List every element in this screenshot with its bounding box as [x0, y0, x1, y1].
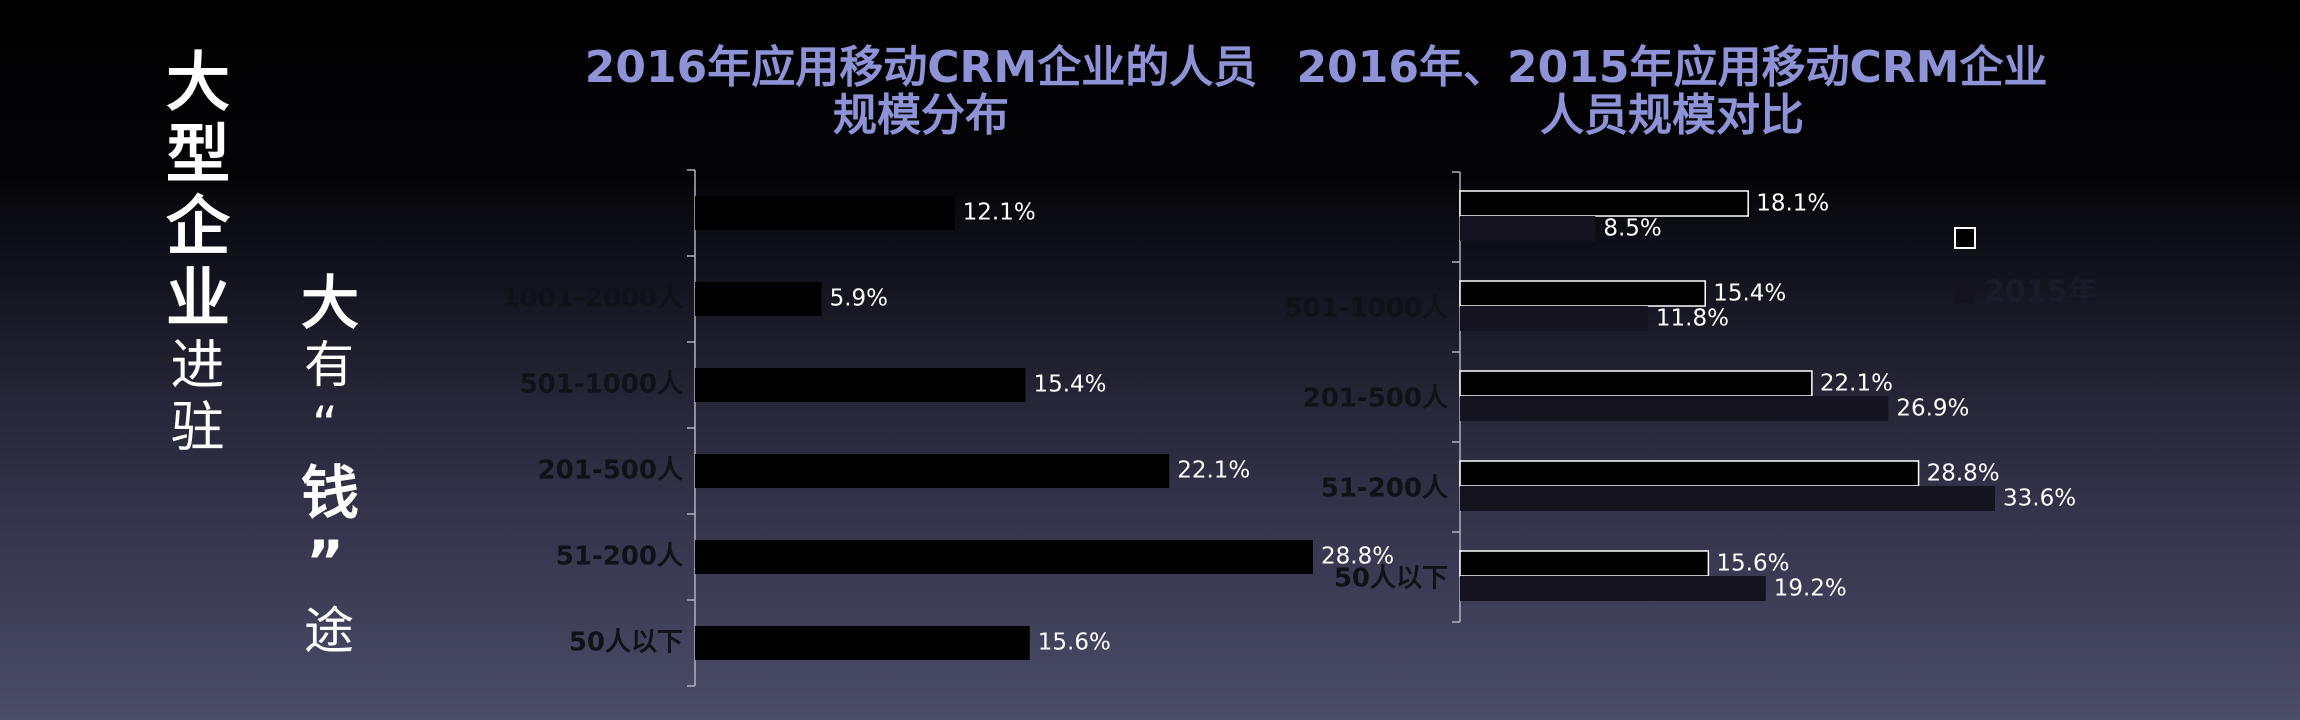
bar	[1459, 460, 1920, 487]
value-label: 22.1%	[1177, 458, 1250, 484]
value-label: 15.4%	[1713, 281, 1786, 307]
value-label: 15.6%	[1038, 630, 1111, 656]
legend-label: 2015年	[1984, 275, 2098, 310]
legend-swatch	[1954, 227, 1976, 249]
headline: 大型企业进驻	[155, 48, 229, 460]
tagline-char: 钱”	[291, 462, 359, 604]
value-label: 5.9%	[830, 286, 888, 312]
value-label: 22.1%	[1820, 371, 1893, 397]
bar	[1459, 280, 1706, 307]
value-label: 28.8%	[1927, 461, 2000, 487]
y-tick-label: 50人以下	[569, 628, 683, 658]
y-tick-label: 51-200人	[1321, 474, 1448, 504]
bar	[695, 368, 1026, 402]
headline-bold: 大型企业	[155, 48, 229, 336]
value-label: 15.4%	[1033, 372, 1106, 398]
tagline-char: 途	[296, 604, 354, 662]
legend-swatch	[1955, 283, 1975, 303]
y-tick-label: 1001-2000人	[501, 284, 683, 314]
bar	[1460, 486, 1995, 511]
bar	[1459, 550, 1710, 577]
bar	[695, 282, 822, 316]
y-tick-label: 501-1000人	[1285, 294, 1448, 324]
y-tick-label: 50人以下	[1334, 564, 1448, 594]
tagline-char: “	[296, 396, 354, 462]
tagline-char: 有	[296, 338, 354, 396]
headline-rest: 进驻	[161, 336, 224, 460]
bar	[1460, 306, 1648, 331]
bar	[1460, 216, 1596, 241]
value-label: 8.5%	[1603, 216, 1661, 242]
y-tick-label: 51-200人	[556, 542, 683, 572]
y-tick-label: 201-500人	[1303, 384, 1448, 414]
bar	[1460, 576, 1766, 601]
value-label: 12.1%	[963, 200, 1036, 226]
chart-title: 2016年、2015年应用移动CRM企业	[1297, 42, 2048, 93]
value-label: 11.8%	[1656, 306, 1729, 332]
value-label: 15.6%	[1716, 551, 1789, 577]
value-label: 28.8%	[1321, 544, 1394, 570]
bar	[695, 626, 1030, 660]
chart-title: 人员规模对比	[1540, 90, 1804, 141]
bar	[1459, 190, 1749, 217]
value-label: 19.2%	[1774, 576, 1847, 602]
value-label: 18.1%	[1756, 191, 1829, 217]
value-label: 33.6%	[2003, 486, 2076, 512]
bar	[695, 454, 1170, 488]
chart-title: 2016年应用移动CRM企业的人员	[585, 42, 1257, 93]
y-tick-label: 501-1000人	[520, 370, 683, 400]
bar	[1459, 370, 1813, 397]
chart-title: 规模分布	[833, 90, 1009, 141]
bar	[1460, 396, 1889, 421]
bar	[695, 540, 1313, 574]
tagline-char: 大	[291, 272, 359, 338]
bar	[695, 196, 955, 230]
tagline: 大有“钱”途	[291, 272, 359, 662]
value-label: 26.9%	[1896, 396, 1969, 422]
y-tick-label: 201-500人	[538, 456, 683, 486]
